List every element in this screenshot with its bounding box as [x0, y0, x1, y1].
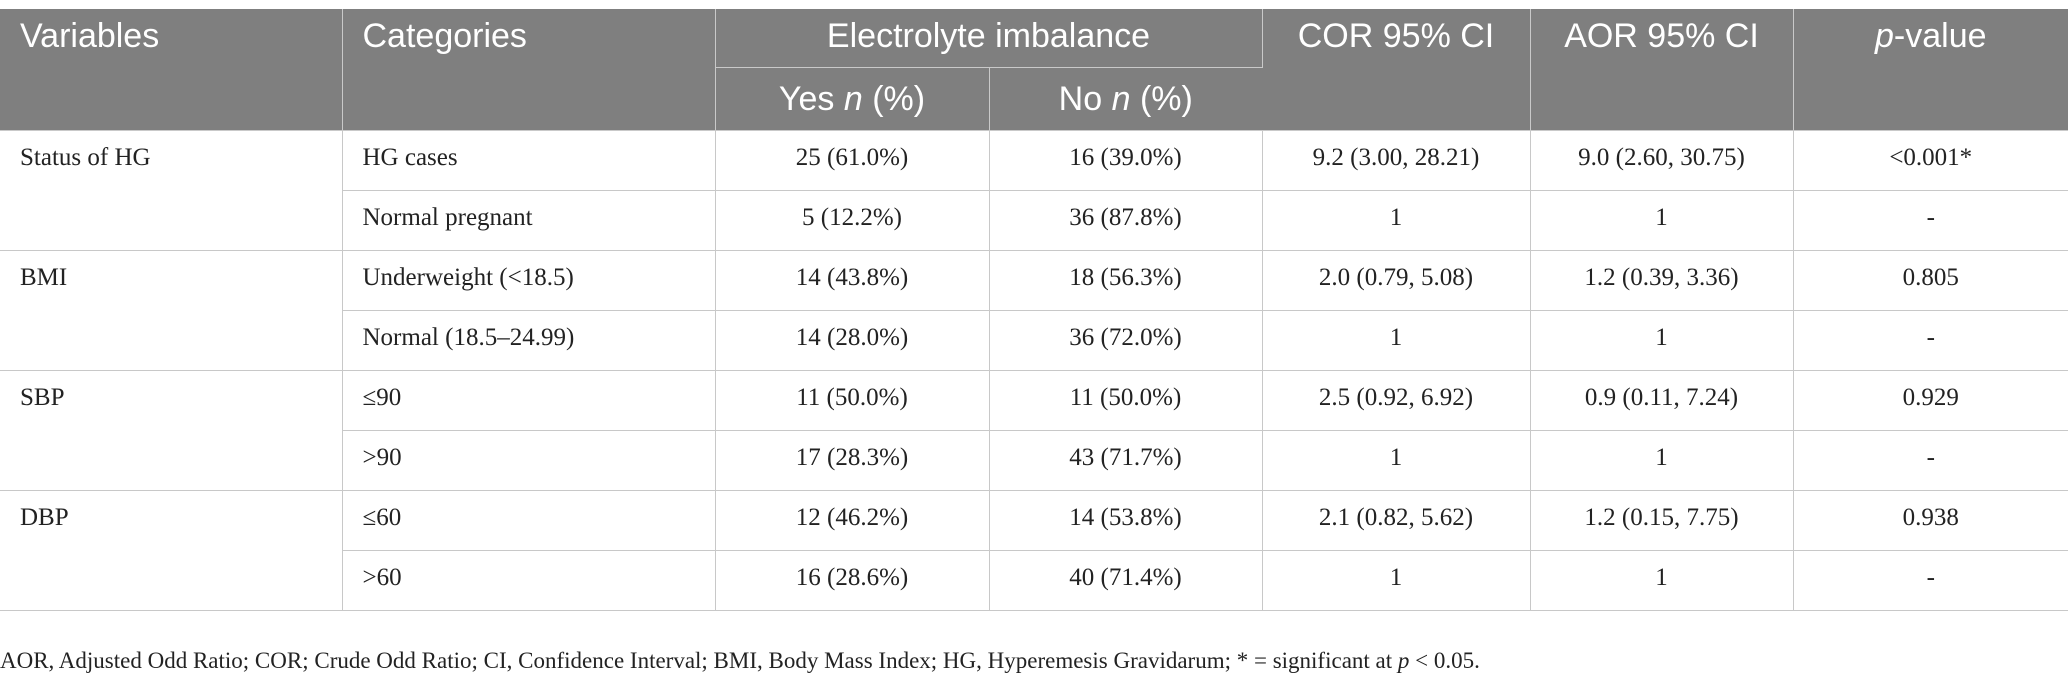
- cell-yes: 14 (28.0%): [715, 310, 990, 371]
- header-categories: Categories: [342, 9, 716, 131]
- cell-p-value: -: [1793, 190, 2068, 251]
- header-electrolyte-imbalance: Electrolyte imbalance: [715, 9, 1263, 68]
- cell-category: >90: [342, 430, 716, 491]
- header-no-suffix: (%): [1130, 80, 1193, 118]
- cell-variable: BMI: [0, 250, 343, 371]
- footnote-suffix: < 0.05.: [1409, 648, 1480, 673]
- table-row: >60 16 (28.6%) 40 (71.4%) 1 1 -: [0, 550, 2068, 611]
- header-cor: COR 95% CI: [1262, 9, 1531, 131]
- cell-yes: 16 (28.6%): [715, 550, 990, 611]
- cell-p-value: -: [1793, 550, 2068, 611]
- cell-p-value: -: [1793, 430, 2068, 491]
- cell-category: ≤90: [342, 370, 716, 431]
- cell-p-value: -: [1793, 310, 2068, 371]
- cell-variable: SBP: [0, 370, 343, 491]
- footnote-main: AOR, Adjusted Odd Ratio; COR; Crude Odd …: [0, 648, 1398, 673]
- header-no-prefix: No: [1058, 80, 1112, 118]
- table-row: BMI Underweight (<18.5) 14 (43.8%) 18 (5…: [0, 250, 2068, 371]
- cell-category: >60: [342, 550, 716, 611]
- cell-p-value: 0.929: [1793, 370, 2068, 431]
- cell-no: 36 (72.0%): [989, 310, 1263, 371]
- header-no-n: n: [1111, 80, 1131, 118]
- cell-no: 16 (39.0%): [989, 130, 1263, 191]
- results-table-container: Variables Categories Electrolyte imbalan…: [0, 9, 2068, 611]
- cell-no: 40 (71.4%): [989, 550, 1263, 611]
- cell-no: 18 (56.3%): [989, 250, 1263, 311]
- cell-yes: 12 (46.2%): [715, 490, 990, 551]
- table-header: Variables Categories Electrolyte imbalan…: [0, 9, 2068, 131]
- cell-yes: 17 (28.3%): [715, 430, 990, 491]
- table-row: SBP ≤90 11 (50.0%) 11 (50.0%) 2.5 (0.92,…: [0, 370, 2068, 491]
- table-body: Status of HG HG cases 25 (61.0%) 16 (39.…: [0, 130, 2068, 611]
- header-p-italic: p: [1874, 17, 1894, 55]
- cell-aor: 1.2 (0.39, 3.36): [1530, 250, 1794, 311]
- cell-category: Normal pregnant: [342, 190, 716, 251]
- cell-cor: 2.5 (0.92, 6.92): [1262, 370, 1531, 431]
- cell-cor: 1: [1262, 310, 1531, 371]
- cell-p-value: 0.805: [1793, 250, 2068, 311]
- cell-category: HG cases: [342, 130, 716, 191]
- cell-cor: 9.2 (3.00, 28.21): [1262, 130, 1531, 191]
- cell-category: ≤60: [342, 490, 716, 551]
- cell-cor: 2.0 (0.79, 5.08): [1262, 250, 1531, 311]
- header-yes: Yes n (%): [715, 67, 990, 131]
- header-yes-n: n: [843, 80, 863, 118]
- cell-no: 43 (71.7%): [989, 430, 1263, 491]
- cell-cor: 2.1 (0.82, 5.62): [1262, 490, 1531, 551]
- cell-p-value: <0.001*: [1793, 130, 2068, 191]
- cell-p-value: 0.938: [1793, 490, 2068, 551]
- cell-cor: 1: [1262, 550, 1531, 611]
- electrolyte-imbalance-table: Variables Categories Electrolyte imbalan…: [0, 9, 2068, 611]
- cell-aor: 1: [1530, 550, 1794, 611]
- table-row: Status of HG HG cases 25 (61.0%) 16 (39.…: [0, 130, 2068, 251]
- cell-yes: 25 (61.0%): [715, 130, 990, 191]
- cell-aor: 9.0 (2.60, 30.75): [1530, 130, 1794, 191]
- cell-no: 11 (50.0%): [989, 370, 1263, 431]
- cell-variable: Status of HG: [0, 130, 343, 251]
- header-yes-suffix: (%): [862, 80, 926, 118]
- header-no: No n (%): [989, 67, 1262, 131]
- header-p-suffix: -value: [1893, 17, 1987, 55]
- cell-yes: 14 (43.8%): [715, 250, 990, 311]
- cell-category: Underweight (<18.5): [342, 250, 716, 311]
- table-row: >90 17 (28.3%) 43 (71.7%) 1 1 -: [0, 430, 2068, 491]
- cell-no: 36 (87.8%): [989, 190, 1263, 251]
- table-row: Normal pregnant 5 (12.2%) 36 (87.8%) 1 1…: [0, 190, 2068, 251]
- header-yes-prefix: Yes: [778, 80, 844, 118]
- cell-aor: 0.9 (0.11, 7.24): [1530, 370, 1794, 431]
- table-row: Normal (18.5–24.99) 14 (28.0%) 36 (72.0%…: [0, 310, 2068, 371]
- cell-aor: 1: [1530, 310, 1794, 371]
- cell-cor: 1: [1262, 190, 1531, 251]
- cell-no: 14 (53.8%): [989, 490, 1263, 551]
- cell-aor: 1.2 (0.15, 7.75): [1530, 490, 1794, 551]
- header-p-value: p-value: [1793, 9, 2068, 131]
- table-row: DBP ≤60 12 (46.2%) 14 (53.8%) 2.1 (0.82,…: [0, 490, 2068, 611]
- cell-category: Normal (18.5–24.99): [342, 310, 716, 371]
- cell-yes: 11 (50.0%): [715, 370, 990, 431]
- cell-aor: 1: [1530, 190, 1794, 251]
- cell-cor: 1: [1262, 430, 1531, 491]
- header-aor: AOR 95% CI: [1530, 9, 1794, 131]
- cell-variable: DBP: [0, 490, 343, 611]
- header-variables: Variables: [0, 9, 343, 131]
- cell-aor: 1: [1530, 430, 1794, 491]
- footnote-p-italic: p: [1397, 648, 1410, 673]
- cell-yes: 5 (12.2%): [715, 190, 990, 251]
- table-footnote: AOR, Adjusted Odd Ratio; COR; Crude Odd …: [0, 648, 1480, 674]
